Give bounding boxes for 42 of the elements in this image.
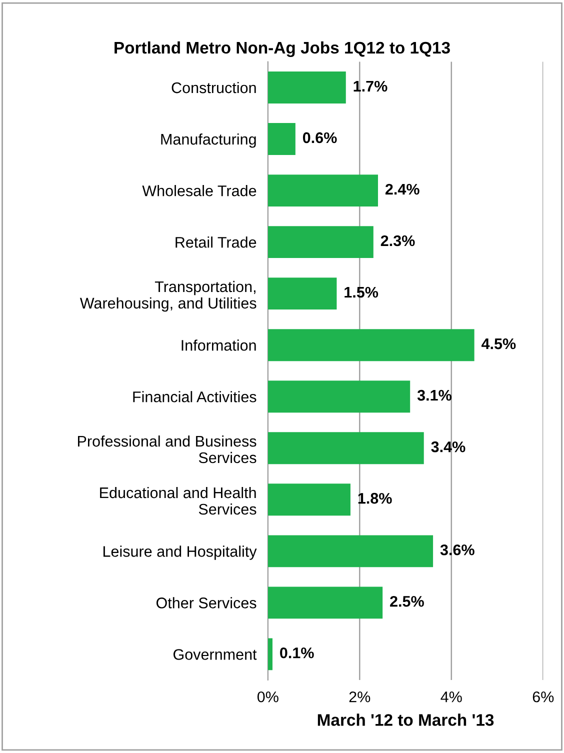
x-tick-label: 0% <box>257 691 278 702</box>
data-label: 0.1% <box>280 647 314 658</box>
x-tick-label: 6% <box>532 691 554 702</box>
bar <box>268 535 434 568</box>
data-label: 2.4% <box>385 184 420 195</box>
bar <box>268 278 337 310</box>
bar <box>268 72 346 104</box>
bar <box>268 329 474 362</box>
x-tick-label: 2% <box>349 691 370 702</box>
y-tick-label: Educational and Health Services <box>100 486 256 515</box>
bar <box>268 380 410 413</box>
bar <box>268 226 374 258</box>
bar <box>268 432 424 464</box>
bar <box>268 123 296 155</box>
x-axis-title: March '12 to March '13 <box>318 714 494 726</box>
y-tick-label: Manufacturing <box>161 133 256 148</box>
y-tick-label: Government <box>174 649 257 660</box>
y-tick-label: Wholesale Trade <box>142 185 256 196</box>
data-label: 0.6% <box>302 132 337 144</box>
y-tick-label: Professional and Business Services <box>78 435 256 464</box>
data-label: 3.1% <box>417 390 452 401</box>
data-label: 3.6% <box>440 544 474 556</box>
bar <box>268 484 350 516</box>
data-label: 3.4% <box>431 441 466 452</box>
bar <box>268 638 272 670</box>
data-label: 1.5% <box>344 286 378 298</box>
bar <box>268 174 378 207</box>
y-tick-label: Construction <box>172 82 256 94</box>
y-tick-label: Leisure and Hospitality <box>103 546 257 560</box>
chart-title: Portland Metro Non-Ag Jobs 1Q12 to 1Q13 <box>114 41 450 58</box>
data-label: 2.3% <box>380 235 415 246</box>
bar <box>268 586 383 619</box>
data-label: 2.5% <box>390 596 424 607</box>
y-tick-label: Other Services <box>156 597 256 608</box>
x-tick-label: 4% <box>440 692 462 702</box>
y-tick-label: Financial Activities <box>133 391 256 402</box>
y-tick-label: Retail Trade <box>176 236 256 248</box>
y-tick-label: Transportation, Warehousing, and Utilities <box>80 280 256 312</box>
data-label: 4.5% <box>482 338 516 350</box>
data-label: 1.7% <box>354 80 388 92</box>
data-label: 1.8% <box>358 492 392 504</box>
y-tick-label: Information <box>182 340 256 351</box>
